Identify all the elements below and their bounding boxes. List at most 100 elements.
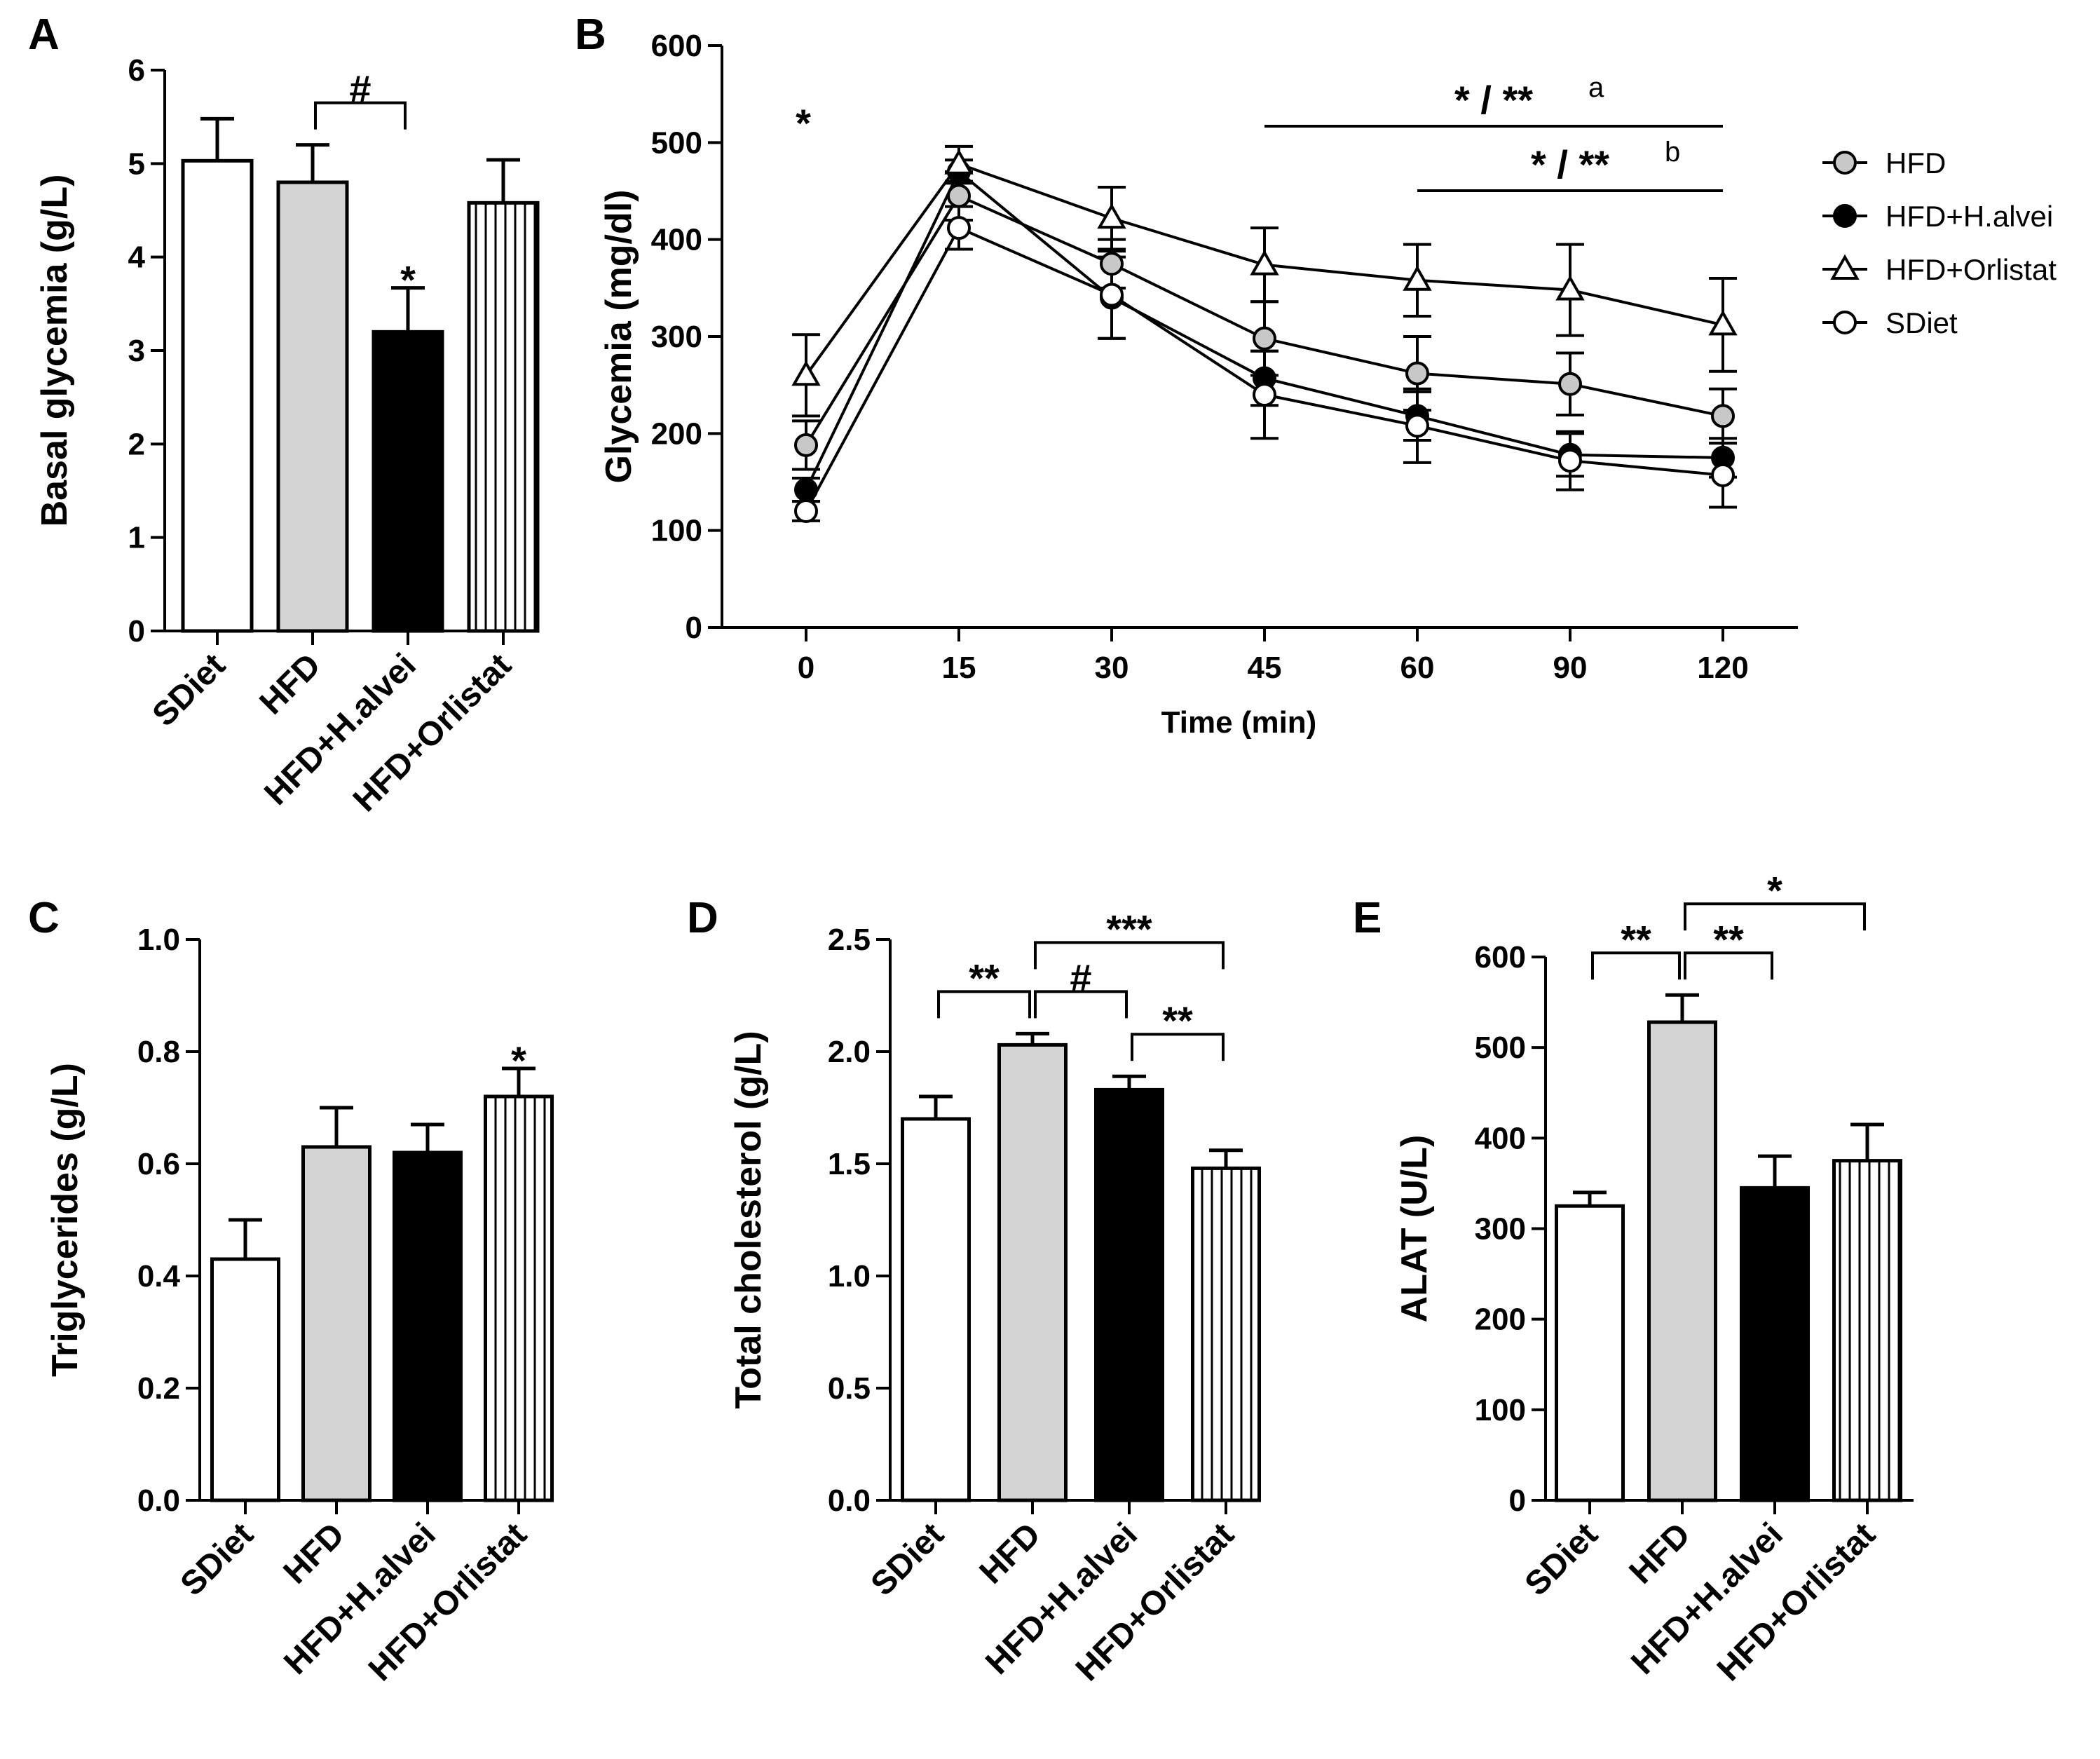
- y-tick-label: 5: [128, 147, 145, 181]
- significance-label: * / **: [1531, 142, 1609, 186]
- y-tick-label: 0.4: [137, 1259, 181, 1293]
- y-tick-label: 300: [651, 320, 702, 354]
- y-tick-label: 200: [1475, 1303, 1526, 1337]
- significance-bracket: [314, 101, 407, 130]
- x-tick-label: 45: [1248, 651, 1282, 685]
- significance-bracket: [1034, 941, 1225, 970]
- significance-bracket: [1684, 951, 1773, 980]
- panel-label: E: [1353, 894, 1382, 942]
- data-point-hfd-orlistat: [1708, 310, 1738, 336]
- panel-b: B 0 100 200 300 400 500 600 Glycemia (mg/dl) 0 15 3…: [575, 11, 2057, 740]
- y-tick-label: 400: [1475, 1121, 1526, 1155]
- category-label: HFD: [1623, 1516, 1698, 1591]
- y-tick-label: 1.5: [828, 1147, 871, 1181]
- significance-bracket: [1034, 990, 1128, 1019]
- data-point-sdiet: [794, 499, 818, 523]
- x-axis-label: Time (min): [1161, 705, 1317, 740]
- y-tick-label: 0.8: [137, 1035, 180, 1069]
- x-tick-label: 30: [1095, 651, 1129, 685]
- y-axis-label: Triglycerides (g/L): [45, 1063, 86, 1377]
- legend-entry: HFD+Orlistat: [1886, 253, 2057, 286]
- category-label: SDiet: [146, 646, 233, 733]
- significance-label: #: [349, 67, 371, 111]
- bar-hfd: [1647, 1020, 1717, 1502]
- legend-marker: [1833, 311, 1857, 334]
- data-point-hfd: [1711, 404, 1735, 428]
- significance-bracket: [1591, 951, 1681, 980]
- category-label: HFD: [277, 1516, 352, 1591]
- y-axis-label: Total cholesterol (g/L): [728, 1031, 769, 1408]
- bar-hfd: [301, 1145, 371, 1502]
- panel-e: E 0 100 200 300 400 500 600 ALAT (U/L) SDiet HFDHF…: [1353, 868, 1914, 1688]
- bar-hfd: [276, 180, 349, 633]
- legend-entry: HFD: [1886, 147, 1946, 179]
- category-label: SDiet: [1518, 1516, 1605, 1603]
- category-label: HFD+Orlistat: [1710, 1516, 1883, 1688]
- category-label: HFD+Orlistat: [362, 1516, 534, 1688]
- y-tick-label: 2.0: [828, 1035, 871, 1069]
- y-axis-label: Basal glycemia (g/L): [34, 175, 75, 527]
- data-point-hfd-orlistat: [1097, 203, 1126, 229]
- y-tick-label: 600: [1475, 940, 1526, 974]
- y-tick-label: 1.0: [137, 923, 180, 957]
- significance-bracket: [1684, 902, 1866, 931]
- data-point-hfd-orlistat: [1403, 265, 1432, 291]
- x-tick-label: 120: [1697, 651, 1748, 685]
- legend-marker: [1830, 254, 1860, 280]
- y-tick-label: 0: [128, 614, 145, 648]
- significance-label: **: [969, 956, 1000, 1000]
- y-tick-label: 6: [128, 53, 145, 88]
- significance-superscript: b: [1665, 137, 1680, 168]
- category-label: HFD: [253, 646, 328, 721]
- data-point-hfd-h-alvei: [794, 477, 818, 502]
- data-point-hfd-orlistat: [1555, 275, 1585, 301]
- y-tick-label: 2: [128, 427, 145, 461]
- data-point-hfd: [794, 433, 818, 457]
- panel-label: B: [575, 11, 606, 59]
- data-point-sdiet: [1711, 463, 1735, 487]
- data-point-hfd: [1100, 252, 1124, 276]
- significance-star: *: [796, 101, 811, 145]
- data-point-sdiet: [947, 216, 971, 240]
- significance-label: *: [1767, 868, 1782, 912]
- y-tick-label: 1.0: [828, 1259, 871, 1293]
- y-tick-label: 1: [128, 521, 145, 555]
- bar-hfd-h-alvei: [393, 1150, 463, 1502]
- y-tick-label: 0.0: [137, 1483, 180, 1518]
- significance-bracket: [937, 990, 1031, 1019]
- panel-label: D: [687, 894, 718, 942]
- y-tick-label: 200: [651, 416, 702, 451]
- bar-hfd-h-alvei: [1740, 1186, 1810, 1502]
- panel-label: A: [28, 11, 60, 59]
- y-tick-label: 0: [1509, 1483, 1526, 1518]
- bar-hfd-h-alvei: [371, 330, 444, 633]
- x-tick-label: 90: [1553, 651, 1588, 685]
- data-point-hfd: [1253, 326, 1276, 351]
- bar-hfd-orlistat: [484, 1094, 554, 1502]
- significance-label: **: [1621, 917, 1651, 961]
- y-tick-label: 0.5: [828, 1371, 871, 1406]
- bar-hfd-orlistat: [467, 201, 540, 633]
- data-point-sdiet: [1405, 414, 1429, 438]
- bar-hfd: [997, 1043, 1068, 1502]
- significance-label: **: [1162, 998, 1193, 1043]
- data-point-hfd: [947, 184, 971, 208]
- y-tick-label: 0.2: [137, 1371, 180, 1406]
- category-label: SDiet: [174, 1516, 261, 1603]
- y-tick-label: 0.6: [137, 1147, 180, 1181]
- legend-marker: [1833, 204, 1857, 228]
- data-point-hfd-orlistat: [1250, 250, 1279, 276]
- y-tick-label: 400: [651, 223, 702, 257]
- data-point-sdiet: [1558, 449, 1582, 473]
- panel-label: C: [28, 894, 60, 942]
- bar-sdiet: [181, 158, 254, 633]
- legend-entry: SDiet: [1886, 306, 1958, 339]
- y-tick-label: 100: [1475, 1393, 1526, 1427]
- significance-label: * / **: [1454, 78, 1533, 122]
- significance-label: **: [1713, 917, 1744, 961]
- y-tick-label: 300: [1475, 1212, 1526, 1247]
- significance-bracket: [1131, 1033, 1225, 1061]
- y-axis-label: Glycemia (mg/dl): [599, 190, 639, 484]
